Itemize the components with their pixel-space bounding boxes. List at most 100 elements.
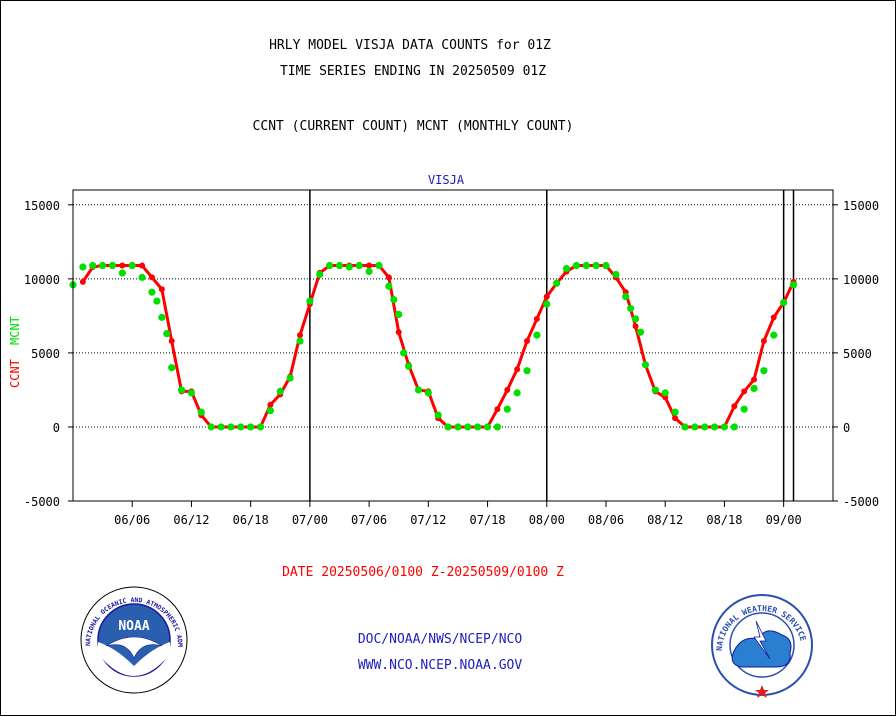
y-axis-label-ccnt: CCNT	[8, 359, 22, 388]
data-point-mcnt	[641, 361, 650, 369]
axis-ticks: 15000 15000 10000 10000 5000 5000 0 0 -5000 -5000…	[24, 199, 879, 527]
data-point-mcnt	[237, 423, 245, 431]
y-tick-label-left: 5000	[31, 347, 60, 361]
data-point-mcnt	[444, 423, 452, 431]
data-point-ccnt	[672, 415, 679, 422]
data-point-mcnt	[553, 279, 561, 287]
data-point-mcnt	[306, 297, 314, 305]
data-point-mcnt	[197, 408, 205, 416]
data-point-mcnt	[404, 362, 413, 370]
nws-logo: NATIONAL WEATHER SERVICE	[711, 594, 813, 698]
data-point-mcnt	[572, 261, 580, 270]
data-point-mcnt	[503, 405, 511, 413]
x-tick-label: 06/12	[173, 513, 209, 527]
data-point-mcnt	[395, 310, 403, 318]
y-axis-label-mcnt: MCNT	[8, 316, 22, 345]
data-point-ccnt	[543, 293, 550, 300]
data-point-ccnt	[148, 274, 155, 281]
data-point-mcnt	[622, 293, 630, 301]
data-point-ccnt	[632, 323, 639, 330]
data-point-mcnt	[770, 331, 778, 339]
data-point-mcnt	[651, 386, 659, 394]
data-point-mcnt	[523, 367, 531, 375]
y-axis-label: CCNT MCNT	[8, 316, 22, 388]
data-point-mcnt	[118, 269, 126, 277]
chart-header-line-2: TIME SERIES ENDING IN 20250509 01Z	[279, 64, 547, 79]
data-point-ccnt	[79, 278, 86, 285]
data-point-mcnt	[153, 297, 161, 305]
data-point-mcnt	[582, 261, 590, 270]
data-point-ccnt	[504, 386, 511, 393]
data-point-mcnt	[247, 423, 255, 431]
data-point-mcnt	[168, 364, 176, 372]
nws-star-icon	[755, 685, 769, 698]
data-point-mcnt	[562, 264, 571, 273]
data-point-mcnt	[612, 270, 620, 279]
data-point-mcnt	[256, 423, 265, 431]
data-point-mcnt	[464, 423, 472, 431]
data-point-ccnt	[741, 388, 748, 395]
chart-header-line-3: CCNT (CURRENT COUNT) MCNT (MONTHLY COUNT…	[252, 119, 574, 134]
data-point-mcnt	[187, 389, 196, 397]
data-point-ccnt	[731, 403, 738, 410]
y-tick-label-left: 0	[53, 421, 60, 435]
x-tick-label: 09/00	[766, 513, 802, 527]
data-point-mcnt	[355, 261, 363, 270]
data-point-mcnt	[493, 423, 502, 431]
x-tick-label: 07/06	[351, 513, 387, 527]
noaa-logo-text: NOAA	[118, 619, 149, 634]
data-point-mcnt	[780, 298, 788, 307]
data-point-mcnt	[128, 261, 136, 270]
data-point-mcnt	[631, 315, 640, 323]
series-mcnt	[69, 261, 798, 431]
y-tick-label-right: 0	[843, 421, 850, 435]
data-point-mcnt	[177, 386, 186, 394]
data-point-ccnt	[395, 329, 402, 336]
chart-header-line-1: HRLY MODEL VISJA DATA COUNTS for 01Z	[269, 38, 551, 53]
data-point-mcnt	[138, 273, 146, 281]
data-point-ccnt	[168, 338, 175, 345]
data-point-mcnt	[513, 389, 521, 397]
data-point-mcnt	[483, 423, 492, 431]
y-tick-label-left: 15000	[24, 199, 60, 213]
data-point-mcnt	[710, 423, 719, 431]
series-layer	[69, 261, 798, 431]
grid-lines	[73, 190, 833, 501]
data-point-ccnt	[524, 338, 531, 345]
data-point-mcnt	[602, 261, 610, 270]
data-point-ccnt	[297, 332, 304, 339]
data-point-mcnt	[454, 423, 462, 431]
x-tick-label: 08/18	[706, 513, 742, 527]
footer-url-text: WWW.NCO.NCEP.NOAA.GOV	[357, 658, 523, 673]
data-point-mcnt	[163, 330, 171, 338]
noaa-logo: NATIONAL OCEANIC AND ATMOSPHERIC ADMINIS…	[80, 586, 188, 694]
data-point-ccnt	[139, 262, 146, 269]
data-point-mcnt	[661, 389, 669, 397]
data-point-mcnt	[207, 423, 215, 431]
data-point-ccnt	[385, 274, 392, 281]
data-point-mcnt	[217, 423, 225, 431]
data-point-mcnt	[720, 423, 729, 431]
data-point-mcnt	[89, 261, 97, 270]
data-point-mcnt	[276, 387, 284, 396]
data-point-mcnt	[434, 411, 442, 419]
date-range-label: DATE 20250506/0100 Z-20250509/0100 Z	[282, 565, 564, 580]
x-tick-label: 08/06	[588, 513, 624, 527]
series-line-ccnt	[81, 264, 795, 429]
data-point-mcnt	[266, 407, 275, 415]
data-point-mcnt	[681, 423, 689, 431]
data-point-ccnt	[158, 286, 165, 293]
data-point-mcnt	[760, 367, 768, 375]
data-point-ccnt	[533, 315, 540, 322]
data-point-ccnt	[119, 262, 126, 269]
plot-border	[72, 189, 834, 502]
data-point-ccnt	[770, 314, 777, 321]
data-point-mcnt	[390, 295, 398, 304]
x-tick-label: 06/18	[233, 513, 269, 527]
data-point-mcnt	[671, 408, 679, 416]
x-tick-label: 08/12	[647, 513, 683, 527]
x-tick-label: 07/18	[469, 513, 505, 527]
data-point-mcnt	[385, 282, 393, 290]
data-point-ccnt	[514, 366, 521, 373]
